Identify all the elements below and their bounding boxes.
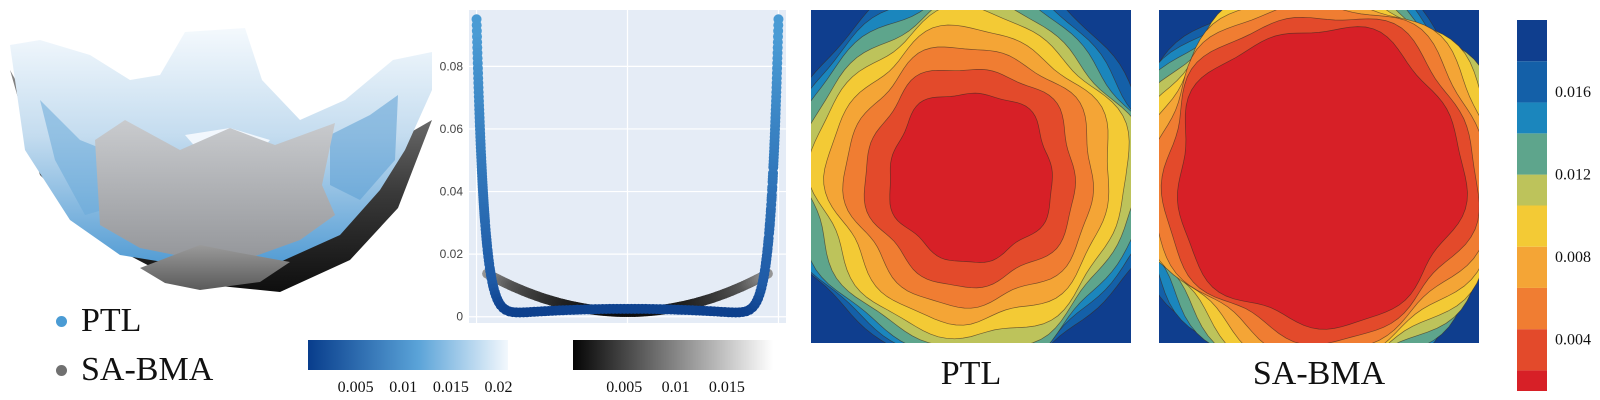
- colorbar-tick-label: 0.008: [1555, 249, 1591, 266]
- colorbar-band: [1517, 370, 1547, 391]
- sa-bma-colorbar: 0.005 0.01 0.015: [573, 340, 773, 396]
- ptl-point: [773, 14, 784, 25]
- ptl-contour-map: [811, 10, 1131, 343]
- colorbar-band: [1517, 246, 1547, 288]
- colorbar-tick-label: 0.015: [709, 379, 745, 396]
- colorbar-band: [1517, 174, 1547, 206]
- colorbar-band: [1517, 102, 1547, 134]
- sa-bma-surface-top: [95, 120, 335, 258]
- colorbar-tick-label: 0.02: [484, 379, 512, 396]
- colorbar-band: [1517, 133, 1547, 175]
- colorbar-band: [1517, 287, 1547, 330]
- legend-marker-sa-bma: [56, 364, 67, 376]
- scatter-y-tick-label: 0.08: [440, 59, 464, 73]
- sa-bma-colorbar-tick-labels: 0.005 0.01 0.015: [606, 379, 745, 396]
- scatter-y-tick-labels: 0 0.02 0.04 0.06 0.08: [440, 59, 464, 323]
- legend-label-ptl: PTL: [81, 302, 142, 339]
- legend-marker-ptl: [56, 315, 67, 327]
- colorbar-tick-label: 0.005: [606, 379, 642, 396]
- contour-colorbar-tick-labels: 0.004 0.008 0.012 0.016: [1555, 84, 1591, 348]
- ptl-colorbar-tick-labels: 0.005 0.01 0.015 0.02: [338, 379, 513, 396]
- sa-bma-surface-floor: [140, 245, 290, 290]
- contour-colorbar: 0.004 0.008 0.012 0.016: [1517, 20, 1591, 391]
- scatter-y-tick-label: 0.06: [440, 122, 464, 136]
- sa-bma-contour-title: SA-BMA: [1253, 355, 1386, 392]
- colorbar-tick-label: 0.01: [662, 379, 690, 396]
- ptl-contour-title: PTL: [941, 355, 1001, 392]
- sa-bma-colorbar-gradient: [573, 340, 773, 370]
- legend-item-sa-bma: SA-BMA: [56, 351, 213, 389]
- surface-3d-panel: [10, 28, 432, 292]
- legend-label-sa-bma: SA-BMA: [81, 351, 214, 388]
- colorbar-band: [1517, 329, 1547, 371]
- colorbar-tick-label: 0.005: [338, 379, 374, 396]
- scatter-panel: 0 0.02 0.04 0.06 0.08: [440, 10, 786, 324]
- colorbar-band: [1517, 20, 1547, 62]
- colorbar-band: [1517, 61, 1547, 103]
- contour-colorbar-bands: [1517, 20, 1547, 391]
- colorbar-tick-label: 0.01: [389, 379, 417, 396]
- scatter-y-tick-label: 0.02: [440, 247, 464, 261]
- scatter-points: [471, 14, 784, 318]
- scatter-y-tick-label: 0.04: [440, 185, 464, 199]
- colorbar-band: [1517, 205, 1547, 247]
- colorbar-tick-label: 0.012: [1555, 167, 1591, 184]
- scatter-y-tick-label: 0: [456, 310, 463, 324]
- ptl-colorbar-gradient: [308, 340, 508, 370]
- colorbar-tick-label: 0.016: [1555, 84, 1591, 101]
- contour-level: [889, 92, 1053, 263]
- colorbar-tick-label: 0.004: [1555, 331, 1591, 348]
- colorbar-tick-label: 0.015: [433, 379, 469, 396]
- legend-item-ptl: PTL: [56, 302, 141, 340]
- ptl-colorbar: 0.005 0.01 0.015 0.02: [308, 340, 512, 396]
- ptl-surface-fold-right: [330, 95, 398, 200]
- sa-bma-contour-map: [1159, 10, 1479, 343]
- contour-level: [1177, 26, 1468, 330]
